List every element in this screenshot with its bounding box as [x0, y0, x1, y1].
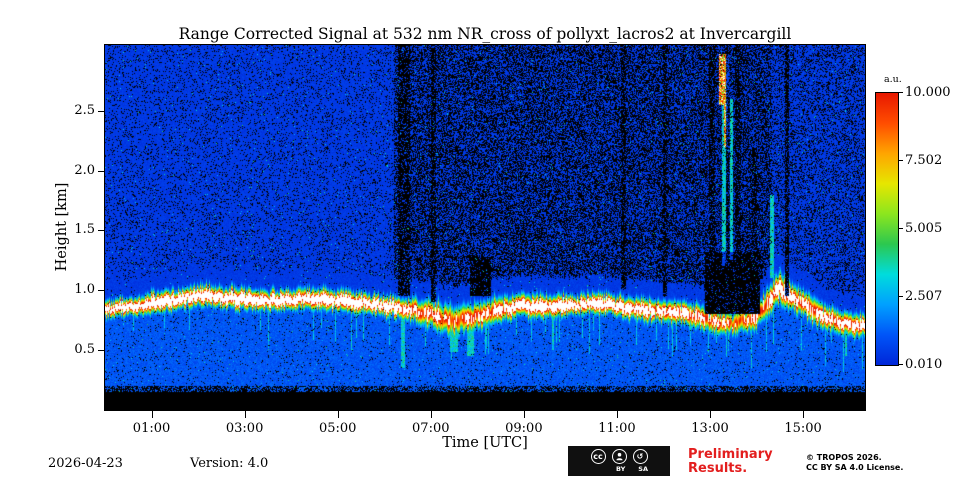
x-tick-label: 03:00 — [225, 421, 264, 436]
cc-license-badge: cc ↺ BY SA — [568, 446, 670, 476]
y-tick-mark — [98, 170, 105, 172]
x-tick-mark — [151, 411, 153, 418]
x-tick-label: 15:00 — [784, 421, 822, 436]
preliminary-line1: Preliminary — [688, 447, 773, 462]
colorbar-tick-label: 10.000 — [905, 85, 951, 100]
by-person-icon — [611, 449, 627, 464]
y-tick-label: 1.0 — [74, 282, 95, 298]
colorbar-tick-label: 5.005 — [905, 221, 943, 236]
sa-arrow-icon: ↺ — [632, 449, 648, 464]
cc-icon: cc — [590, 449, 606, 464]
x-tick-mark — [616, 411, 618, 418]
colorbar-tick-label: 7.502 — [905, 153, 943, 168]
colorbar-tick-mark — [899, 92, 903, 93]
x-tick-mark — [523, 411, 525, 418]
x-tick-mark — [337, 411, 339, 418]
y-tick-label: 1.5 — [74, 222, 95, 238]
copyright-note: © TROPOS 2026. CC BY SA 4.0 License. — [806, 453, 903, 473]
x-tick-label: 05:00 — [318, 421, 357, 436]
colorbar-tick-label: 2.507 — [905, 289, 943, 304]
preliminary-results-note: Preliminary Results. — [688, 448, 773, 476]
preliminary-line2: Results. — [688, 461, 748, 476]
version-label: Version: 4.0 — [190, 456, 269, 471]
y-tick-label: 2.0 — [74, 162, 95, 178]
y-tick-mark — [98, 290, 105, 292]
y-tick-mark — [98, 230, 105, 232]
date-label: 2026-04-23 — [48, 456, 123, 471]
cc-badge-text: BY SA — [616, 465, 648, 473]
heatmap-canvas — [105, 45, 865, 410]
x-tick-label: 13:00 — [691, 421, 729, 436]
y-tick-mark — [98, 350, 105, 352]
cc-badge-by-label: BY — [615, 465, 626, 473]
y-tick-mark — [98, 110, 105, 112]
colorbar-tick-mark — [899, 228, 903, 229]
x-tick-label: 07:00 — [412, 421, 450, 436]
colorbar-tick-mark — [899, 364, 903, 365]
colorbar-unit-label: a.u. — [884, 74, 902, 85]
y-tick-label: 2.5 — [74, 102, 95, 118]
copyright-line1: © TROPOS 2026. — [806, 453, 882, 462]
y-tick-label: 0.5 — [74, 342, 95, 358]
colorbar-tick-label: 0.010 — [905, 357, 943, 372]
colorbar-tick-mark — [899, 296, 903, 297]
cc-badge-icons: cc ↺ — [590, 449, 648, 464]
colorbar — [875, 92, 899, 366]
x-tick-label: 01:00 — [132, 421, 171, 436]
x-tick-mark — [710, 411, 712, 418]
x-tick-mark — [803, 411, 805, 418]
x-tick-mark — [244, 411, 246, 418]
copyright-line2: CC BY SA 4.0 License. — [806, 463, 904, 472]
x-tick-mark — [430, 411, 432, 418]
colorbar-tick-mark — [899, 160, 903, 161]
x-axis-label: Time [UTC] — [442, 435, 528, 451]
x-tick-label: 11:00 — [598, 421, 636, 436]
cc-badge-sa-label: SA — [638, 465, 649, 473]
plot-title: Range Corrected Signal at 532 nm NR_cros… — [178, 25, 792, 43]
x-tick-label: 09:00 — [505, 421, 543, 436]
